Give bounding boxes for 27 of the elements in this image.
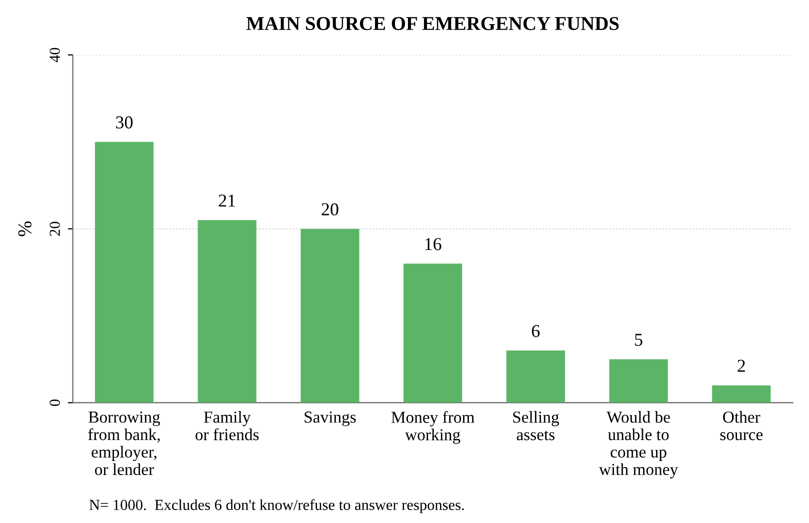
bar xyxy=(94,142,154,403)
bar xyxy=(712,385,771,403)
y-tick-label: 0 xyxy=(50,399,60,406)
data-label: 5 xyxy=(635,334,642,346)
data-label: 21 xyxy=(218,194,236,207)
x-tick-label: Would be unable to come up with money xyxy=(598,411,678,478)
text: N= 1000. Excludes 6 don't know/refuse to answer responses. xyxy=(89,499,464,514)
data-label: 6 xyxy=(532,325,540,338)
x-tick-label: Borrowing from bank, employer, or lender xyxy=(88,412,160,476)
y-axis-title: % xyxy=(18,221,32,236)
data-label: 20 xyxy=(322,203,338,216)
bar xyxy=(506,350,565,403)
x-tick-label: Selling assets xyxy=(513,411,559,440)
bar xyxy=(609,359,668,403)
data-label: 2 xyxy=(738,360,745,372)
y-tick-label: 40 xyxy=(50,48,60,62)
y-tick-label: 20 xyxy=(50,222,60,236)
bar xyxy=(404,264,462,403)
bar xyxy=(300,228,360,403)
x-tick-label: Family or friends xyxy=(196,411,259,440)
x-tick-label: Savings xyxy=(304,412,356,426)
chart-title: MAIN SOURCE OF EMERGENCY FUNDS xyxy=(246,17,619,30)
bar xyxy=(198,220,256,403)
data-label: 16 xyxy=(425,238,442,250)
data-label: 30 xyxy=(116,116,133,128)
x-tick-label: Other source xyxy=(720,411,763,440)
x-tick-label: Money from working xyxy=(391,411,474,444)
